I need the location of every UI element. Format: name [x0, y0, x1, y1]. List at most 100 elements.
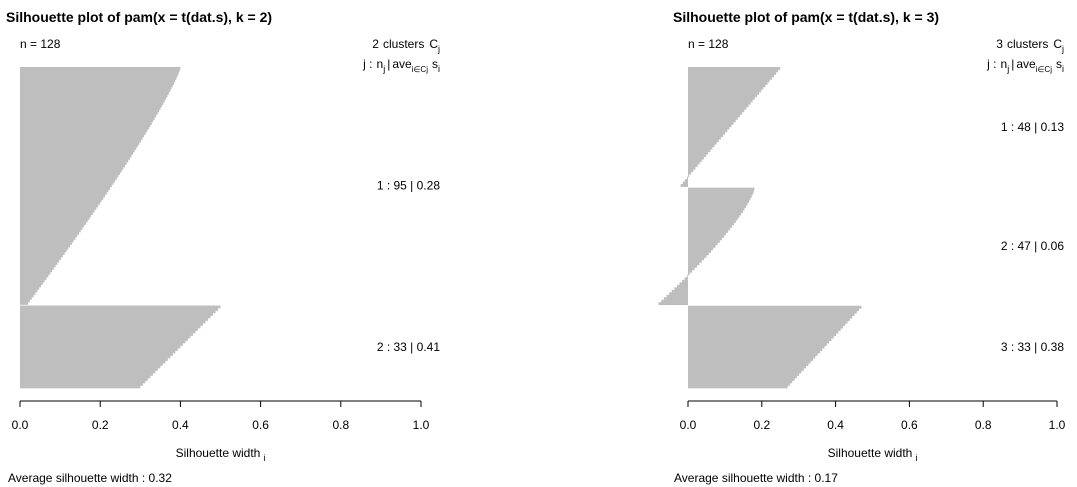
legend-header: 2 clusters Cj: [372, 37, 440, 54]
silhouette-bar: [20, 236, 76, 240]
average-silhouette-width: Average silhouette width : 0.17: [674, 471, 838, 485]
silhouette-bar: [20, 209, 95, 213]
silhouette-bar: [20, 343, 183, 346]
silhouette-bar: [688, 259, 702, 263]
silhouette-bar: [684, 277, 688, 281]
x-axis-label: Silhouette width i: [828, 446, 918, 463]
silhouette-bar: [688, 69, 779, 73]
silhouette-bar: [682, 181, 688, 185]
silhouette-bar: [20, 174, 119, 178]
silhouette-bar: [688, 308, 860, 312]
silhouette-bar: [688, 190, 754, 193]
legend-columns: j : nj | avei∈Cj si: [362, 57, 440, 74]
cluster-count: 2: [372, 37, 379, 51]
silhouette-bar: [20, 271, 51, 275]
silhouette-bar: [688, 350, 820, 354]
silhouette-bar: [20, 310, 216, 314]
cluster-3-summary: 3 : 33 | 0.38: [1001, 340, 1064, 354]
silhouette-bar: [688, 365, 807, 369]
silhouette-bar: [20, 99, 165, 103]
silhouette-bar: [688, 315, 853, 319]
silhouette-bar: [688, 154, 707, 158]
silhouette-bar: [20, 234, 78, 238]
silhouette-bar: [20, 286, 40, 290]
legend-n-sub: j: [382, 64, 385, 74]
silhouette-bar: [20, 363, 163, 366]
legend-j: j :: [362, 57, 372, 71]
silhouette-bar: [20, 315, 211, 319]
silhouette-bar: [688, 134, 724, 138]
silhouette-bar: [688, 254, 707, 258]
silhouette-bar: [688, 156, 704, 160]
x-tick-label: 0.2: [92, 418, 109, 432]
silhouette-bar: [20, 279, 45, 283]
silhouette-bar: [688, 257, 705, 261]
silhouette-bar: [688, 244, 716, 248]
silhouette-bar: [688, 320, 848, 324]
silhouette-bar: [20, 385, 141, 389]
silhouette-bar: [688, 91, 760, 95]
silhouette-bar: [20, 169, 122, 173]
cluster-3-bars: [688, 305, 862, 389]
silhouette-bar: [20, 84, 173, 88]
silhouette-bar: [688, 229, 729, 233]
silhouette-bar: [20, 179, 116, 183]
silhouette-bar: [688, 86, 764, 90]
silhouette-bar: [20, 355, 171, 359]
legend-s-sub: i: [438, 64, 440, 74]
silhouette-bar: [674, 287, 688, 291]
silhouette-bar: [20, 365, 161, 369]
silhouette-bar: [688, 345, 825, 349]
silhouette-bar: [688, 169, 694, 172]
silhouette-bar: [20, 345, 181, 349]
silhouette-bar: [20, 219, 88, 223]
silhouette-bar: [688, 197, 751, 201]
x-axis-label-sub: i: [263, 453, 265, 463]
silhouette-bar: [684, 179, 688, 182]
silhouette-bar: [20, 87, 172, 90]
silhouette-bar: [688, 207, 745, 211]
x-tick-label: 0.6: [252, 418, 269, 432]
silhouette-bar: [20, 226, 83, 230]
silhouette-bar: [688, 232, 727, 236]
silhouette-bar: [688, 136, 721, 140]
silhouette-bar: [20, 101, 164, 105]
silhouette-bar: [20, 320, 206, 324]
silhouette-bar: [688, 370, 802, 374]
cluster-1-bars: [20, 67, 181, 305]
x-axis-label-main: Silhouette width: [176, 446, 261, 460]
silhouette-bar: [20, 353, 173, 356]
silhouette-bar: [688, 141, 717, 145]
silhouette-bar: [688, 79, 770, 83]
cluster-2-summary: 2 : 47 | 0.06: [1001, 239, 1064, 253]
silhouette-bar: [688, 343, 827, 346]
silhouette-bar: [688, 348, 823, 351]
silhouette-bar: [688, 338, 832, 342]
silhouette-bar: [688, 305, 862, 309]
x-tick-label: 0.4: [827, 418, 844, 432]
silhouette-bar: [688, 262, 700, 266]
silhouette-bar: [20, 274, 49, 278]
silhouette-bar: [669, 292, 688, 296]
silhouette-bar: [688, 139, 719, 143]
silhouette-bar: [688, 383, 790, 386]
silhouette-bar: [688, 360, 811, 364]
silhouette-bar: [688, 335, 834, 339]
silhouette-bar: [688, 378, 795, 381]
silhouette-bar: [20, 129, 148, 133]
silhouette-bar: [688, 242, 718, 246]
silhouette-bar: [20, 358, 168, 361]
silhouette-bar: [666, 294, 688, 298]
silhouette-bar: [20, 333, 193, 336]
silhouette-bar: [688, 385, 788, 389]
silhouette-bar: [20, 229, 81, 233]
silhouette-bar: [688, 239, 720, 243]
silhouette-bar: [688, 149, 711, 153]
silhouette-bar: [20, 72, 179, 75]
chart-title: Silhouette plot of pam(x = t(dat.s), k =…: [6, 9, 272, 25]
silhouette-bar: [688, 164, 698, 168]
silhouette-bar: [20, 224, 85, 228]
silhouette-bar: [677, 284, 688, 288]
silhouette-bar: [686, 176, 688, 180]
x-tick-label: 0.8: [332, 418, 349, 432]
